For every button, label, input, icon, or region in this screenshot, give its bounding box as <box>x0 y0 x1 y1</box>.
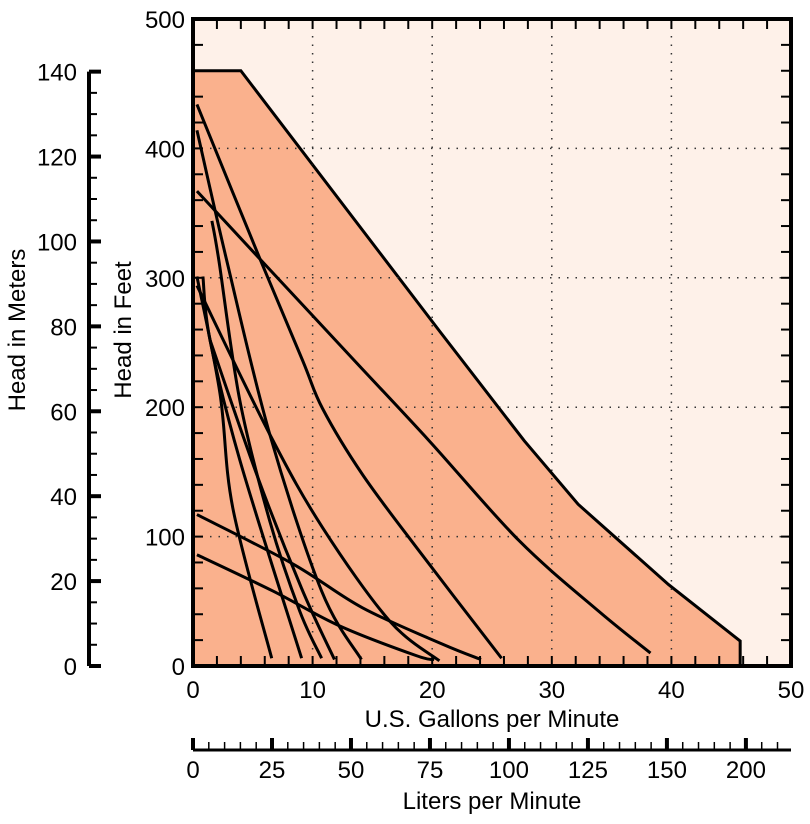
pump-curves <box>195 103 652 663</box>
y-tick-label: 400 <box>145 136 185 163</box>
x-tick-label: 0 <box>186 677 199 704</box>
x-tick-label: 50 <box>778 677 805 704</box>
x-tick-label: 30 <box>538 677 565 704</box>
x2-tick-label: 25 <box>259 757 286 784</box>
y2-axis-label: Head in Meters <box>4 249 31 412</box>
x-tick-label: 20 <box>419 677 446 704</box>
y2-tick-label: 100 <box>37 229 77 256</box>
plot-frame <box>191 17 793 668</box>
y-tick-label: 200 <box>145 395 185 422</box>
x2-tick-label: 125 <box>568 757 608 784</box>
x-axis-label: U.S. Gallons per Minute <box>365 706 620 733</box>
y2-tick-label: 40 <box>50 484 77 511</box>
x2-tick-label: 75 <box>417 757 444 784</box>
pump-curve-9 <box>196 513 482 661</box>
tick-labels: 0 10 20 30 40 5001002003004005000204060801001… <box>37 7 804 784</box>
x2-tick-label: 200 <box>726 757 766 784</box>
pump-curve-4 <box>210 220 323 659</box>
pump-curve-8 <box>195 284 441 663</box>
y2-tick-label: 60 <box>50 399 77 426</box>
x2-axis-label: Liters per Minute <box>403 788 582 815</box>
pump-curve-6 <box>201 276 304 659</box>
y-tick-label: 500 <box>145 7 185 34</box>
x2-tick-label: 150 <box>647 757 687 784</box>
y2-tick-label: 80 <box>50 314 77 341</box>
x2-tick-label: 0 <box>186 757 199 784</box>
x-tick-label: 40 <box>658 677 685 704</box>
x2-tick-label: 50 <box>338 757 365 784</box>
x2-tick-label: 100 <box>489 757 529 784</box>
x-tick-label: 10 <box>299 677 326 704</box>
pump-curve-10 <box>196 553 435 662</box>
y-tick-label: 100 <box>145 525 185 552</box>
y-tick-label: 0 <box>172 654 185 681</box>
y2-tick-label: 0 <box>64 654 77 681</box>
pump-curve-7 <box>208 339 336 661</box>
y-axis-label: Head in Feet <box>110 261 137 399</box>
pump-curve-3 <box>195 129 363 661</box>
y-tick-label: 300 <box>145 266 185 293</box>
y2-tick-label: 120 <box>37 145 77 172</box>
y2-tick-label: 20 <box>50 569 77 596</box>
y2-tick-label: 140 <box>37 60 77 87</box>
pump-curve-2 <box>195 103 503 660</box>
